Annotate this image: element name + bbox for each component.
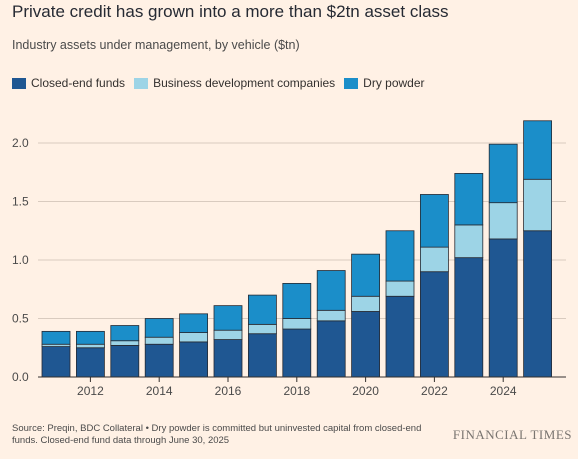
bar-2012-series-2 [76, 330, 105, 345]
chart-title: Private credit has grown into a more tha… [12, 2, 449, 21]
source-note: Source: Preqin, BDC Collateral • Dry pow… [12, 423, 422, 446]
x-tick-label-2: 2016 [215, 384, 242, 398]
y-tick-label-1: 0.5 [12, 312, 29, 326]
x-tick-label-3: 2018 [283, 384, 310, 398]
y-tick-label-0: 0.0 [12, 370, 29, 384]
bar-2015-series-0 [179, 341, 209, 378]
bar-2017-series-0 [247, 333, 277, 378]
bar-2022-series-2 [419, 194, 449, 248]
bar-2012-series-1 [76, 343, 105, 349]
legend-item-dry-powder: Dry powder [344, 76, 425, 90]
legend-item-bdc: Business development companies [134, 76, 335, 90]
bar-2022-series-0 [419, 271, 449, 378]
bar-2013-series-1 [110, 340, 140, 346]
bar-2020-series-1 [351, 295, 381, 312]
bar-2023-series-2 [454, 173, 484, 226]
bar-2012-series-0 [76, 347, 105, 378]
x-tick-label-4: 2020 [352, 384, 379, 398]
bar-2013-series-0 [110, 345, 140, 378]
bar-2025-series-0 [523, 230, 552, 378]
x-tick-label-1: 2014 [146, 384, 173, 398]
bar-2011-series-0 [41, 346, 71, 378]
chart-subtitle: Industry assets under management, by veh… [12, 38, 300, 52]
bar-2013-series-2 [110, 325, 140, 342]
bar-2024-series-1 [488, 202, 518, 240]
legend-swatch-bdc [134, 77, 149, 89]
bar-2015-series-1 [179, 332, 209, 343]
bar-2025-series-1 [523, 178, 552, 232]
bar-2023-series-0 [454, 257, 484, 378]
bar-2018-series-0 [282, 328, 312, 378]
bar-2023-series-1 [454, 224, 484, 259]
bar-2021-series-0 [385, 295, 415, 378]
bar-2024-series-2 [488, 143, 518, 204]
bar-2020-series-2 [351, 253, 381, 297]
bar-2021-series-1 [385, 280, 415, 297]
bar-2014-series-2 [144, 318, 174, 338]
legend-label-closed-end-funds: Closed-end funds [31, 76, 126, 90]
y-tick-label-3: 1.5 [12, 195, 29, 209]
legend-label-bdc: Business development companies [153, 76, 336, 90]
bar-2019-series-1 [316, 309, 346, 322]
y-tick-label-4: 2.0 [12, 136, 29, 150]
bar-2024-series-0 [488, 238, 518, 378]
bar-2022-series-1 [419, 246, 449, 273]
brand-logo: FINANCIAL TIMES [452, 427, 572, 442]
x-tick-label-6: 2024 [490, 384, 517, 398]
bar-2025-series-2 [523, 120, 552, 180]
bar-2019-series-2 [316, 270, 346, 311]
x-tick-label-0: 2012 [77, 384, 104, 398]
bar-2015-series-2 [179, 313, 209, 333]
x-tick-label-5: 2022 [421, 384, 448, 398]
bar-2011-series-2 [41, 330, 71, 345]
legend-label-dry-powder: Dry powder [363, 76, 425, 90]
legend-swatch-closed-end-funds [12, 77, 26, 89]
y-tick-label-2: 1.0 [12, 253, 29, 267]
legend: Closed-end funds Business development co… [12, 76, 434, 90]
bar-2016-series-0 [213, 339, 243, 378]
bar-2017-series-1 [247, 323, 277, 335]
bar-2016-series-2 [213, 305, 243, 331]
legend-item-closed-end-funds: Closed-end funds [12, 76, 125, 90]
legend-swatch-dry-powder [344, 77, 359, 89]
bar-2021-series-2 [385, 230, 415, 282]
bar-2014-series-1 [144, 336, 174, 345]
bar-chart: 0.0 0.5 1.0 1.5 2.0 2012 2014 2016 2018 2020 2022 2… [12, 120, 566, 398]
bar-2019-series-0 [316, 320, 346, 378]
bar-2014-series-0 [144, 343, 174, 378]
bar-2016-series-1 [213, 329, 243, 340]
bar-2020-series-0 [351, 311, 381, 378]
bar-2017-series-2 [247, 294, 277, 325]
bar-2018-series-1 [282, 318, 312, 330]
bar-2018-series-2 [282, 282, 312, 319]
